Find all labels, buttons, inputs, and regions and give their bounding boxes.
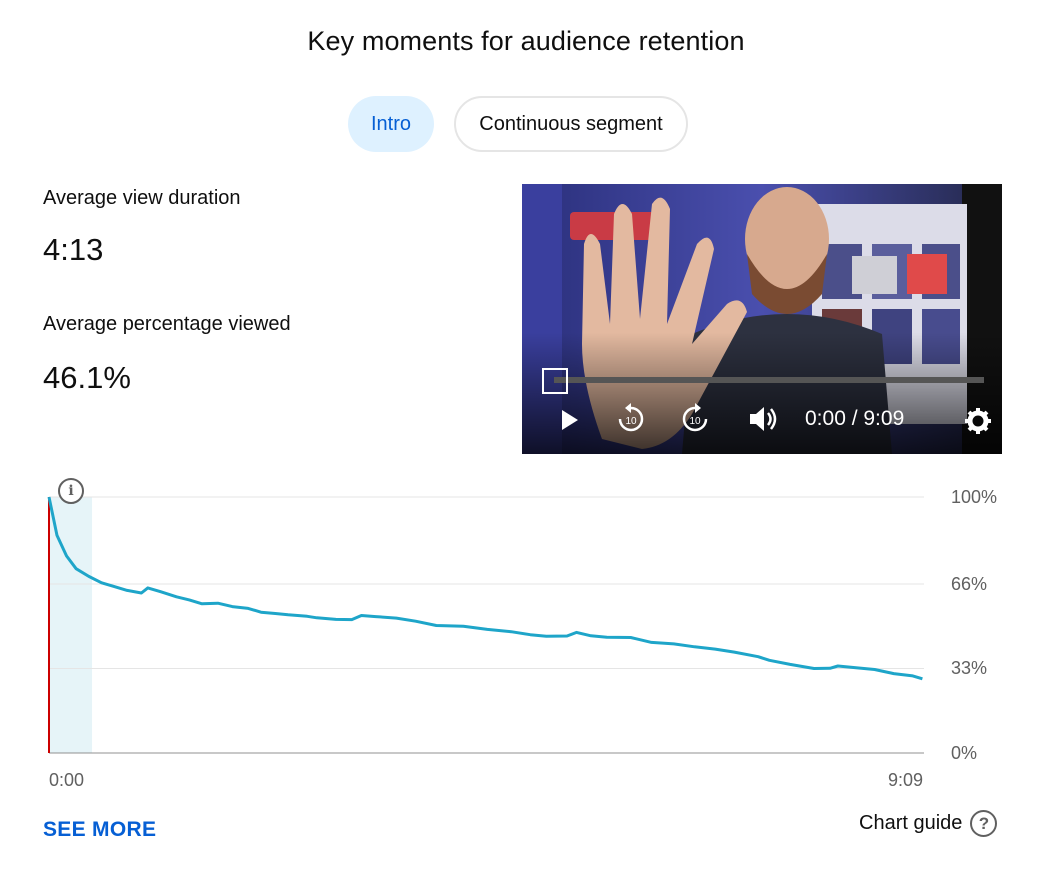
average-percentage-viewed-value: 46.1%: [43, 360, 131, 395]
tab-continuous-segment[interactable]: Continuous segment: [454, 96, 688, 152]
average-view-duration-label: Average view duration: [43, 187, 241, 209]
chart-guide-label: Chart guide: [859, 812, 963, 834]
y-tick-100: 100%: [951, 487, 998, 507]
page-title: Key moments for audience retention: [307, 26, 745, 56]
info-icon[interactable]: i: [58, 478, 84, 504]
svg-text:10: 10: [689, 416, 701, 427]
play-icon[interactable]: [558, 408, 582, 432]
y-tick-33: 33%: [951, 658, 988, 678]
chart-guide-button[interactable]: Chart guide ?: [859, 810, 998, 837]
retention-chart: 100% 66% 33% 0% 0:00 9:09: [0, 470, 1052, 800]
intro-region: [49, 497, 93, 753]
y-tick-0: 0%: [951, 743, 978, 763]
retention-line: [47, 496, 923, 681]
see-more-link[interactable]: SEE MORE: [43, 818, 157, 841]
help-icon: ?: [970, 810, 998, 837]
video-frame: [522, 184, 1002, 454]
volume-icon[interactable]: [748, 404, 780, 434]
video-player[interactable]: 10 10 0:00 / 9:09: [522, 184, 1002, 454]
retention-chart-svg: [47, 496, 924, 754]
average-percentage-viewed-label: Average percentage viewed: [43, 313, 291, 335]
y-tick-66: 66%: [951, 574, 988, 594]
x-tick-start: 0:00: [49, 770, 85, 790]
settings-gear-icon[interactable]: [963, 406, 993, 436]
scrubber-handle[interactable]: [542, 368, 568, 394]
rewind-10-icon[interactable]: 10: [614, 402, 648, 436]
tab-intro[interactable]: Intro: [348, 96, 434, 152]
forward-10-icon[interactable]: 10: [678, 402, 712, 436]
video-time: 0:00 / 9:09: [805, 407, 905, 430]
average-view-duration-value: 4:13: [43, 232, 104, 267]
svg-text:10: 10: [625, 416, 637, 427]
x-tick-end: 9:09: [888, 770, 924, 790]
